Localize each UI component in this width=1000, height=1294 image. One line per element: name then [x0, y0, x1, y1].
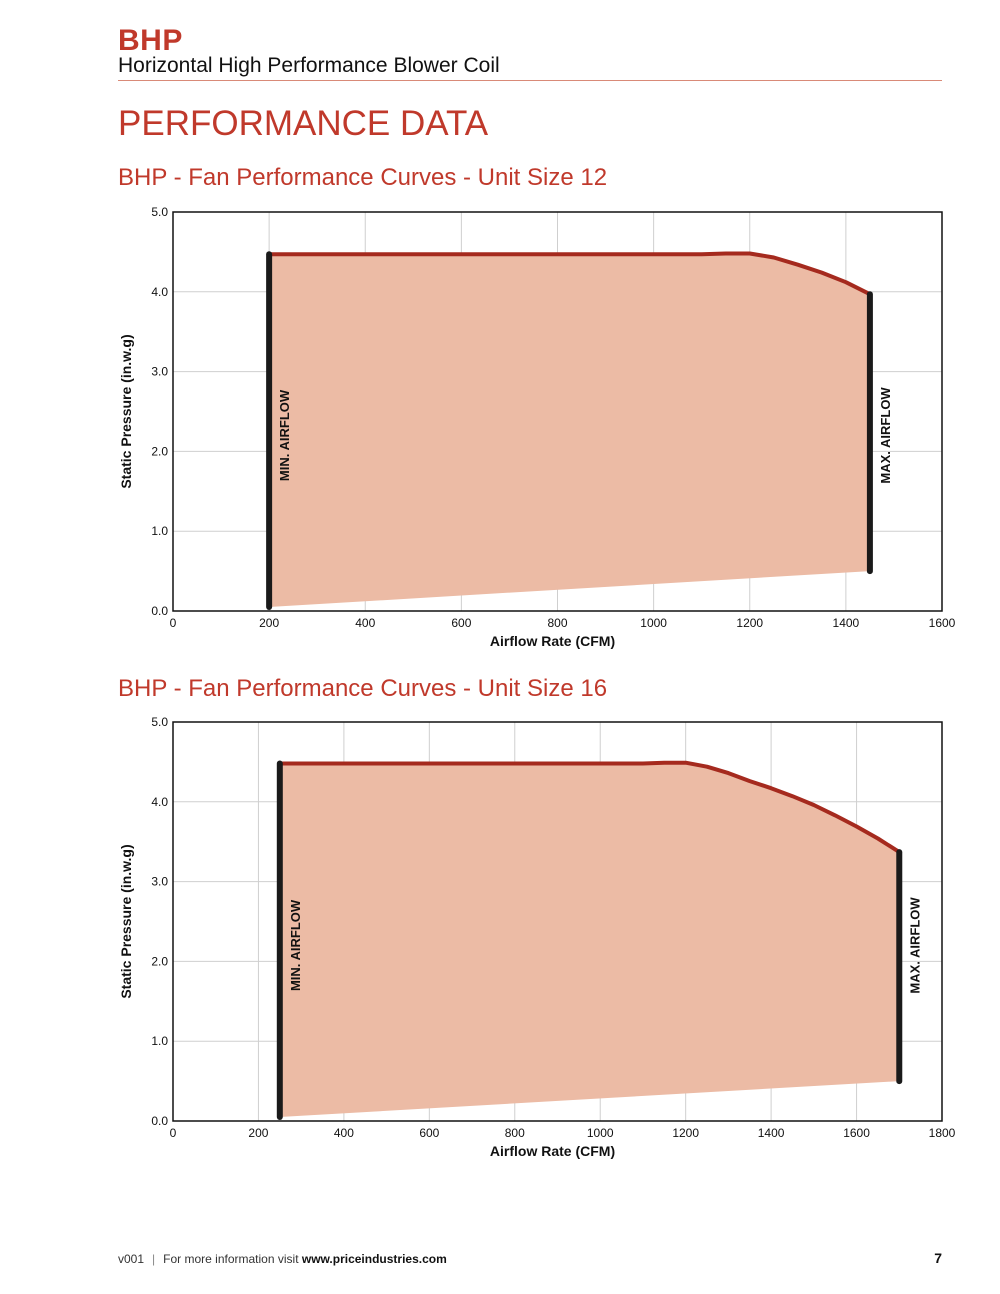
page-number: 7 — [934, 1250, 942, 1266]
x-tick-label: 400 — [334, 1126, 354, 1140]
x-tick-label: 1400 — [833, 616, 860, 630]
y-tick-label: 2.0 — [151, 954, 168, 968]
y-tick-label: 4.0 — [151, 285, 168, 299]
y-axis-label: Static Pressure (in.w.g) — [118, 844, 134, 998]
operating-region-area — [279, 762, 900, 1117]
y-tick-label: 0.0 — [151, 1114, 168, 1128]
x-tick-label: 400 — [355, 616, 375, 630]
section-title: PERFORMANCE DATA — [118, 104, 489, 143]
x-tick-label: 0 — [170, 1126, 177, 1140]
x-tick-label: 200 — [248, 1126, 268, 1140]
max-airflow-label: MAX. AIRFLOW — [878, 387, 893, 484]
footer-version: v001 — [118, 1252, 145, 1266]
x-tick-label: 1400 — [758, 1126, 785, 1140]
chart-title-unit-12: BHP - Fan Performance Curves - Unit Size… — [118, 164, 608, 191]
footer: v001 | For more information visit www.pric… — [118, 1252, 447, 1266]
x-tick-label: 1600 — [929, 616, 956, 630]
footer-text: For more information visit — [163, 1252, 302, 1266]
plot-frame — [172, 721, 943, 1122]
y-tick-label: 4.0 — [151, 795, 168, 809]
x-tick-label: 800 — [547, 616, 567, 630]
fan-curve-line — [277, 760, 902, 855]
chart-title-unit-16: BHP - Fan Performance Curves - Unit Size… — [118, 675, 608, 702]
x-tick-label: 200 — [259, 616, 279, 630]
x-tick-label: 1200 — [672, 1126, 699, 1140]
max-airflow-label: MAX. AIRFLOW — [907, 897, 922, 994]
x-axis-label: Airflow Rate (CFM) — [490, 1143, 615, 1159]
plot-frame — [172, 211, 943, 612]
x-tick-label: 1000 — [587, 1126, 614, 1140]
y-tick-label: 2.0 — [151, 444, 168, 458]
operating-region-area — [269, 253, 870, 607]
y-tick-label: 1.0 — [151, 1034, 168, 1048]
x-tick-label: 0 — [170, 616, 177, 630]
fan-curve-line — [267, 251, 872, 297]
y-tick-label: 5.0 — [151, 205, 168, 219]
product-subtitle: Horizontal High Performance Blower Coil — [118, 54, 500, 77]
fan-curve-chart-unit-16: MIN. AIRFLOW MAX. AIRFLOW 0 200 400 600 800 100… — [118, 715, 956, 1159]
x-tick-label: 800 — [505, 1126, 525, 1140]
x-tick-label: 600 — [419, 1126, 439, 1140]
y-tick-label: 0.0 — [151, 604, 168, 618]
footer-link[interactable]: www.priceindustries.com — [301, 1252, 447, 1266]
x-tick-label: 600 — [451, 616, 471, 630]
footer-separator: | — [152, 1252, 156, 1266]
y-tick-label: 5.0 — [151, 715, 168, 729]
y-tick-label: 1.0 — [151, 524, 168, 538]
fan-curve-chart-unit-12: MIN. AIRFLOW MAX. AIRFLOW 0 200 400 600 800 100… — [118, 205, 956, 649]
x-tick-label: 1000 — [640, 616, 667, 630]
min-airflow-label: MIN. AIRFLOW — [277, 389, 292, 481]
min-airflow-label: MIN. AIRFLOW — [288, 899, 303, 991]
y-axis-label: Static Pressure (in.w.g) — [118, 334, 134, 488]
y-tick-label: 3.0 — [151, 365, 168, 379]
header-divider — [118, 80, 942, 81]
x-axis-label: Airflow Rate (CFM) — [490, 633, 615, 649]
x-tick-label: 1600 — [843, 1126, 870, 1140]
brand-title: BHP — [118, 24, 183, 57]
x-tick-label: 1800 — [929, 1126, 956, 1140]
y-tick-label: 3.0 — [151, 875, 168, 889]
x-tick-label: 1200 — [736, 616, 763, 630]
